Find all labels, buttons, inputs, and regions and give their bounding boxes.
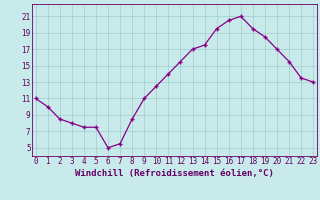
X-axis label: Windchill (Refroidissement éolien,°C): Windchill (Refroidissement éolien,°C) (75, 169, 274, 178)
